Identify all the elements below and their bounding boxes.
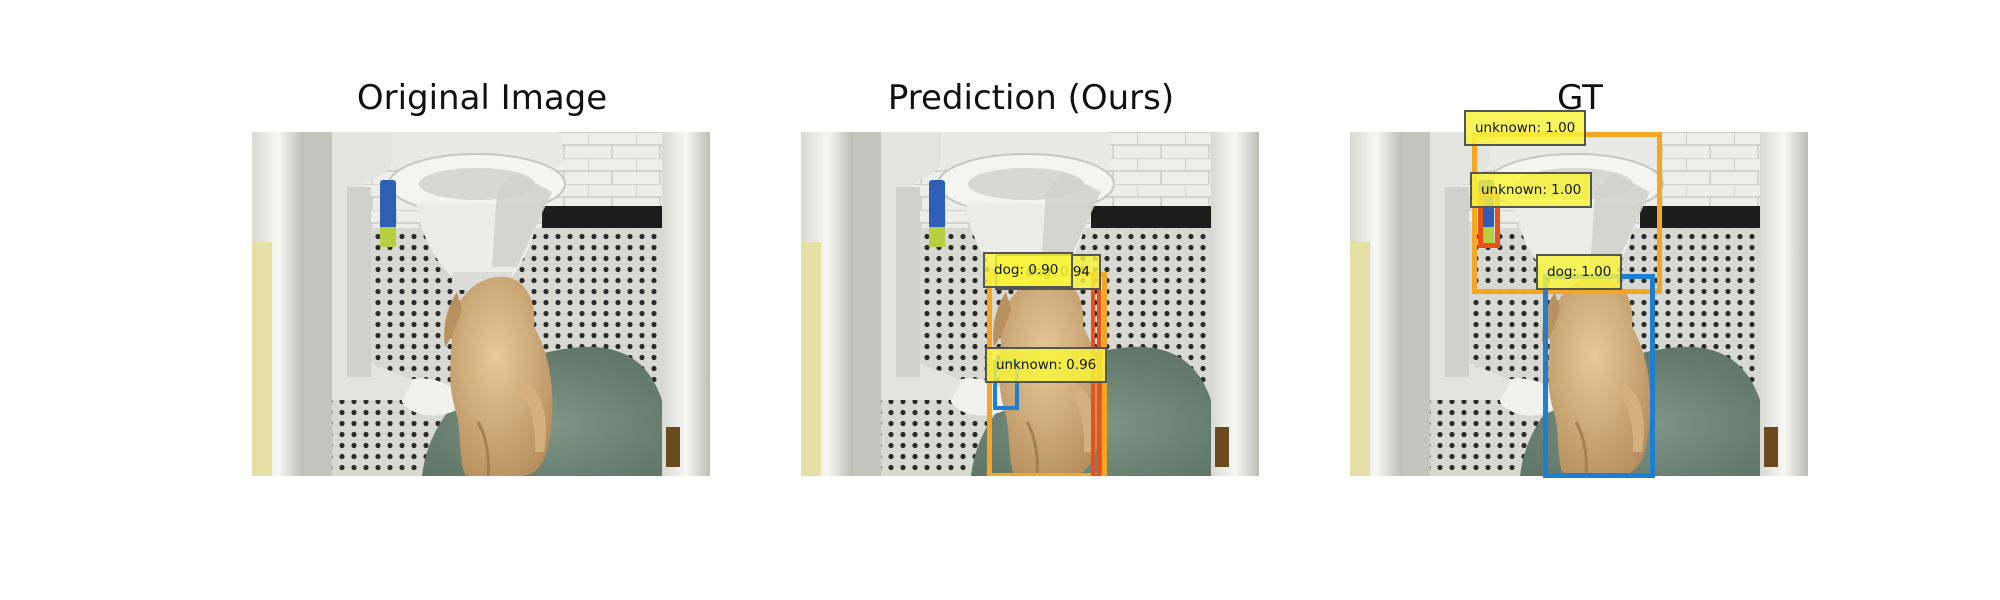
- original-image-title: Original Image: [356, 78, 608, 118]
- gt-image: unknown: 1.00 unknown: 1.00 dog: 1.00: [1350, 110, 1808, 478]
- pred-label-dog-front: dog: 0.90: [983, 252, 1073, 288]
- original-image: [252, 132, 710, 476]
- prediction-image: dog: 0.94 dog: 0.90 unknown: 0.96: [801, 132, 1259, 476]
- gt-dog-box-blue: [1543, 274, 1655, 478]
- gt-label-dog: dog: 1.00: [1536, 254, 1623, 290]
- prediction-title: Prediction (Ours): [887, 78, 1175, 118]
- gt-label-unknown-mid: unknown: 1.00: [1470, 172, 1593, 208]
- gt-label-unknown-top: unknown: 1.00: [1464, 110, 1587, 146]
- pred-label-unknown: unknown: 0.96: [985, 347, 1108, 383]
